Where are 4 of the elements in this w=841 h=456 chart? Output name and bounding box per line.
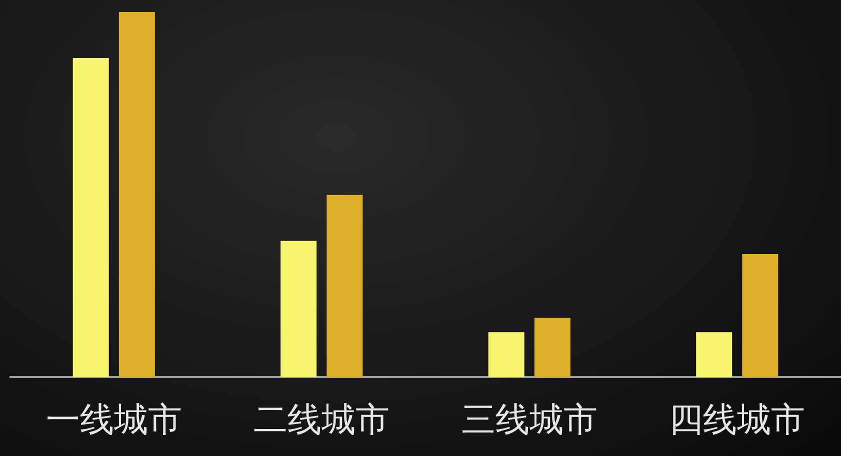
x-tick-label: 一线城市 [46, 400, 182, 440]
x-tick-label: 二线城市 [254, 400, 390, 440]
x-tick-label: 三线城市 [461, 400, 598, 440]
x-tick-label: 四线城市 [669, 400, 806, 440]
